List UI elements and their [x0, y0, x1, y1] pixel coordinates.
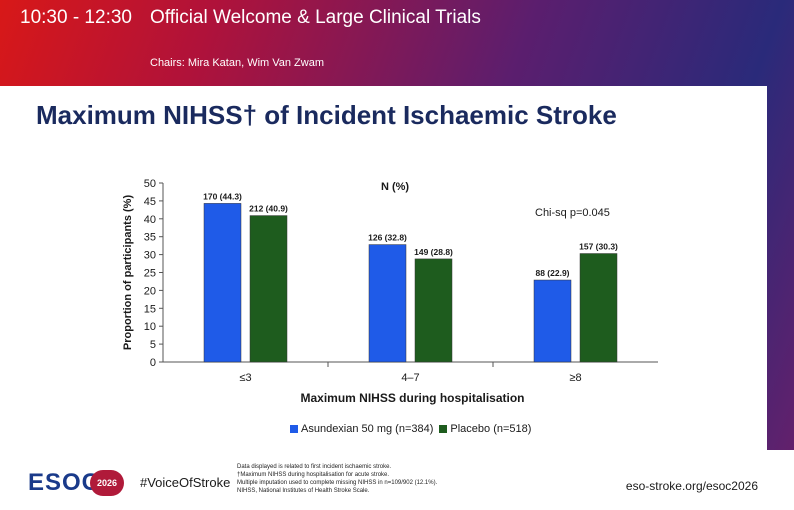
slide-title: Maximum NIHSS† of Incident Ischaemic Str…: [36, 100, 617, 130]
bar-placebo: [414, 258, 453, 363]
hashtag: #VoiceOfStroke: [140, 475, 231, 490]
data-label: 88 (22.9): [535, 268, 569, 278]
y-tick-label: 45: [144, 196, 156, 208]
legend-swatch: [290, 425, 298, 433]
website-link[interactable]: eso-stroke.org/esoc2026: [625, 479, 758, 493]
data-label: 126 (32.8): [368, 233, 407, 243]
session-header: 10:30 - 12:30 Official Welcome & Large C…: [0, 0, 794, 86]
data-label: 157 (30.3): [579, 242, 618, 252]
y-tick-label: 40: [144, 214, 156, 226]
footnote: Data displayed is related to first incid…: [237, 464, 392, 470]
y-tick-label: 10: [144, 321, 156, 333]
session-title: Official Welcome & Large Clinical Trials: [150, 7, 481, 28]
footnotes: Data displayed is related to first incid…: [237, 463, 437, 495]
x-tick-label: ≥8: [569, 372, 581, 384]
x-tick-label: ≤3: [239, 372, 251, 384]
bar-asundexian: [533, 279, 572, 363]
data-label: 149 (28.8): [414, 247, 453, 257]
bar-placebo: [579, 253, 618, 363]
esoc-year-badge: 2026: [90, 470, 124, 496]
footnote: Multiple imputation used to complete mis…: [237, 480, 438, 486]
esoc-logo: ESOC: [28, 469, 101, 496]
y-tick-label: 0: [150, 357, 156, 369]
y-tick-label: 35: [144, 232, 156, 244]
chart-title: N (%): [381, 181, 409, 193]
data-label: 170 (44.3): [203, 191, 242, 201]
y-tick-label: 50: [144, 178, 156, 190]
y-tick-label: 30: [144, 250, 156, 262]
session-time: 10:30 - 12:30: [20, 7, 132, 28]
legend-item: Asundexian 50 mg (n=384): [290, 423, 433, 435]
chart-axes: 0 5 10 15 20 25 30 35 40 45 50 Proportion of partic…: [122, 178, 658, 405]
y-axis-label: Proportion of participants (%): [122, 195, 134, 351]
session-chairs: Chairs: Mira Katan, Wim Van Zwam: [150, 57, 325, 69]
legend-label: Placebo (n=518): [450, 423, 532, 435]
chi-square-annotation: Chi-sq p=0.045: [535, 207, 610, 219]
footnote: NIHSS, National Institutes of Health Str…: [237, 488, 370, 494]
y-tick-label: 15: [144, 303, 156, 315]
bar-placebo: [249, 215, 288, 363]
bar-asundexian: [368, 244, 407, 363]
bar-chart: 0 5 10 15 20 25 30 35 40 45 50 Proportion of partic…: [122, 178, 658, 405]
chart-labels: 170 (44.3) 212 (40.9) 126 (32.8) 149 (28.8)…: [203, 191, 618, 278]
footnote: †Maximum NIHSS during hospitalisation fo…: [237, 472, 390, 478]
chart-bars: [203, 203, 618, 363]
y-tick-label: 20: [144, 285, 156, 297]
y-tick-label: 5: [150, 339, 156, 351]
chart-legend: Asundexian 50 mg (n=384) Placebo (n=518): [290, 423, 537, 436]
legend-label: Asundexian 50 mg (n=384): [301, 423, 434, 435]
data-label: 212 (40.9): [249, 204, 288, 214]
presentation-slide: Maximum NIHSS† of Incident Ischaemic Str…: [0, 86, 767, 510]
legend-item: Placebo (n=518): [439, 423, 531, 435]
footer: ESOC 2026 #VoiceOfStroke Data displayed …: [0, 450, 794, 510]
y-tick-label: 25: [144, 268, 156, 280]
bar-asundexian: [203, 203, 242, 363]
x-tick-label: 4–7: [401, 372, 419, 384]
x-axis-label: Maximum NIHSS during hospitalisation: [300, 391, 524, 405]
legend-swatch: [439, 425, 448, 433]
